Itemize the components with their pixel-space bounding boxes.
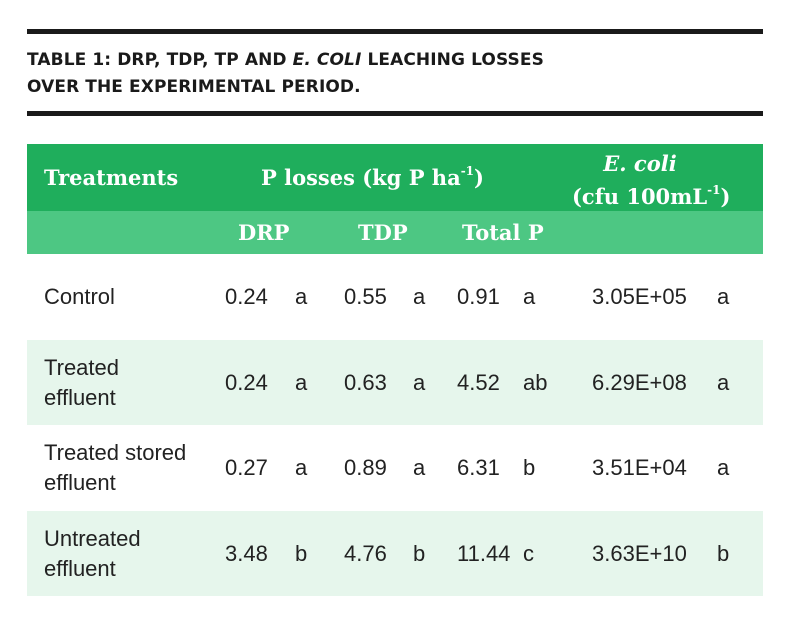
- ecoli-value: 3.05E+05: [592, 284, 687, 309]
- treatment-line: Untreated: [44, 525, 141, 551]
- ecoli-value: 3.63E+10: [592, 540, 687, 566]
- header-row-primary: Treatments P losses (kg P ha-1) E. coli …: [27, 144, 763, 211]
- caption-line-2: OVER THE EXPERIMENTAL PERIOD.: [27, 77, 361, 97]
- table-row: Control 0.24 a 0.55 a 0.91 a 3.05E+05 a: [27, 254, 763, 340]
- ecoli-significance-letter: a: [717, 284, 730, 309]
- tp-value: 11.44: [457, 540, 511, 566]
- caption-text-b: LEACHING LOSSES: [361, 50, 544, 70]
- drp-value: 3.48: [225, 540, 268, 566]
- caption-text-a: TABLE 1: DRP, TDP, TP AND: [27, 50, 293, 70]
- treatment-name: Untreated effluent: [44, 524, 141, 584]
- tdp-significance-letter: a: [413, 369, 426, 395]
- tp-significance-letter: a: [523, 284, 536, 309]
- caption-line-1: TABLE 1: DRP, TDP, TP AND E. COLI LEACHI…: [27, 47, 763, 74]
- tp-value: 6.31: [457, 455, 500, 480]
- header-p-losses: P losses (kg P ha-1): [261, 164, 484, 190]
- ecoli-significance-letter: a: [717, 369, 730, 395]
- ecoli-significance-letter: a: [717, 455, 730, 480]
- treatment-line: effluent: [44, 470, 116, 495]
- tp-significance-letter: c: [523, 540, 534, 566]
- table-row: Treated effluent 0.24 a 0.63 a 4.52 ab 6.29E+08 a: [27, 340, 763, 425]
- treatment-name: Treated effluent: [44, 353, 119, 413]
- tp-significance-letter: b: [523, 455, 536, 480]
- header-row-secondary: DRP TDP Total P: [27, 211, 763, 254]
- bottom-rule: [27, 111, 763, 116]
- table-caption: TABLE 1: DRP, TDP, TP AND E. COLI LEACHI…: [27, 47, 763, 101]
- tdp-value: 4.76: [344, 540, 387, 566]
- tdp-significance-letter: b: [413, 540, 426, 566]
- header-p-losses-sup: -1: [460, 164, 475, 178]
- tdp-value: 0.89: [344, 455, 387, 480]
- drp-value: 0.24: [225, 369, 268, 395]
- tdp-significance-letter: a: [413, 455, 426, 480]
- tp-value: 0.91: [457, 284, 500, 309]
- data-table: Treatments P losses (kg P ha-1) E. coli …: [27, 144, 763, 596]
- header-ecoli: E. coli (cfu 100mL-1): [572, 150, 730, 211]
- header-ecoli-unit-sup: -1: [707, 183, 721, 197]
- treatment-line: Treated: [44, 354, 120, 380]
- header-ecoli-unit-text: (cfu 100mL: [572, 184, 708, 209]
- header-ecoli-unit-close: ): [720, 184, 731, 209]
- table-body: Control 0.24 a 0.55 a 0.91 a 3.05E+05 a Treated ef…: [27, 254, 763, 596]
- drp-significance-letter: a: [295, 455, 308, 480]
- treatment-line: effluent: [44, 555, 116, 581]
- treatment-line: Control: [44, 284, 115, 309]
- treatment-line: Treated stored: [44, 440, 187, 465]
- table-row: Treated stored effluent 0.27 a 0.89 a 6.31 b 3.5…: [27, 425, 763, 511]
- drp-value: 0.27: [225, 455, 268, 480]
- ecoli-significance-letter: b: [717, 540, 730, 566]
- table-row: Untreated effluent 3.48 b 4.76 b 11.44 c 3.63E+1…: [27, 511, 763, 596]
- tp-significance-letter: ab: [523, 369, 548, 395]
- header-total-p: Total P: [462, 220, 544, 245]
- tdp-significance-letter: a: [413, 284, 426, 309]
- header-p-losses-close: ): [474, 165, 484, 190]
- header-ecoli-unit: (cfu 100mL-1): [572, 178, 730, 211]
- header-drp: DRP: [238, 220, 290, 245]
- header-treatments: Treatments: [44, 165, 179, 190]
- treatment-name: Control: [44, 282, 115, 312]
- treatment-name: Treated stored effluent: [44, 438, 186, 498]
- ecoli-value: 3.51E+04: [592, 455, 687, 480]
- caption-ecoli: E. COLI: [292, 50, 362, 70]
- header-p-losses-text: P losses (kg P ha: [261, 165, 461, 190]
- drp-significance-letter: a: [295, 284, 308, 309]
- header-ecoli-name: E. coli: [603, 151, 677, 176]
- treatment-line: effluent: [44, 384, 116, 410]
- drp-significance-letter: a: [295, 369, 308, 395]
- top-rule: [27, 29, 763, 34]
- drp-value: 0.24: [225, 284, 268, 309]
- tp-value: 4.52: [457, 369, 500, 395]
- tdp-value: 0.55: [344, 284, 387, 309]
- header-tdp: TDP: [358, 220, 408, 245]
- drp-significance-letter: b: [295, 540, 308, 566]
- ecoli-value: 6.29E+08: [592, 369, 687, 395]
- tdp-value: 0.63: [344, 369, 387, 395]
